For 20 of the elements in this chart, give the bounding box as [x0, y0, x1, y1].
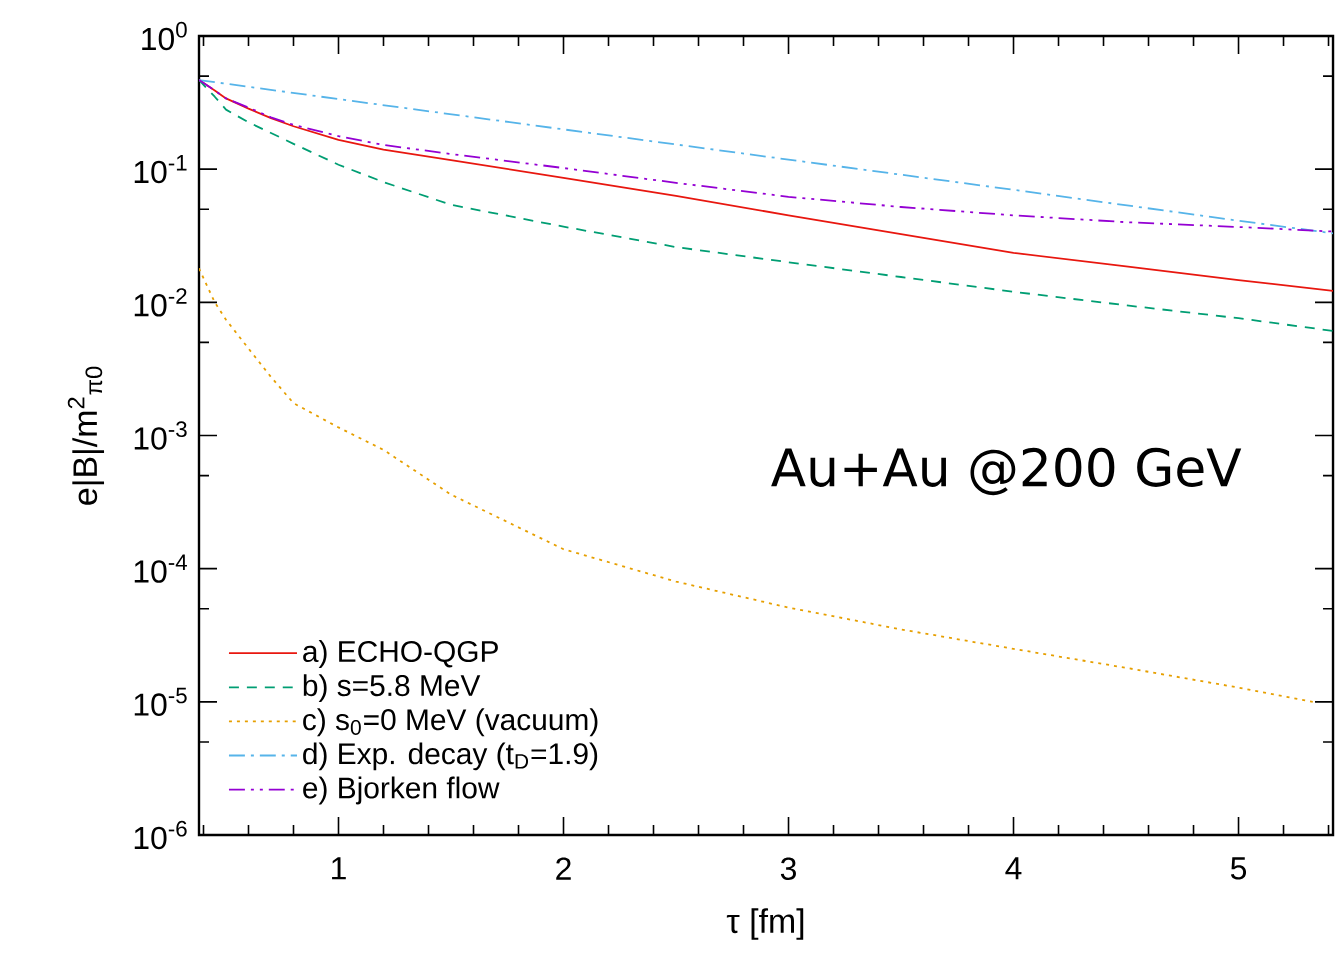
x-tick-label: 2 — [556, 857, 571, 880]
legend-label: b) s=5.8 MeV — [303, 674, 481, 703]
x-tick-label: 1 — [332, 857, 346, 880]
x-tick-label: 5 — [1230, 857, 1247, 880]
y-axis-title: e|B|/m$^{2}$π0 — [67, 366, 105, 505]
y-tick-label: 10$^{-2}$ — [134, 288, 187, 317]
y-tick-label: 10$^{-4}$ — [134, 554, 187, 583]
x-tick-label: 4 — [1005, 857, 1022, 880]
annotation: Au+Au @200 GeV — [771, 447, 1242, 496]
y-tick-label: 10$^{0}$ — [142, 21, 187, 51]
y-tick-label: 10$^{-1}$ — [134, 155, 187, 184]
y-tick-label: 10$^{-6}$ — [134, 820, 187, 850]
x-tick-label: 3 — [780, 857, 796, 880]
legend-label: c) s$_{0}$=0 MeV (vacuum) — [303, 708, 598, 737]
y-tick-label: 10$^{-5}$ — [134, 687, 187, 716]
legend-label: e) Bjorken flow — [303, 776, 500, 805]
legend-label: a) ECHO-QGP — [303, 640, 498, 668]
y-tick-label: 10$^{-3}$ — [134, 421, 187, 450]
legend-label: d) Exp. decay (t$_{D}$=1.9) — [303, 742, 598, 771]
x-axis-title: τ [fm] — [726, 908, 804, 940]
